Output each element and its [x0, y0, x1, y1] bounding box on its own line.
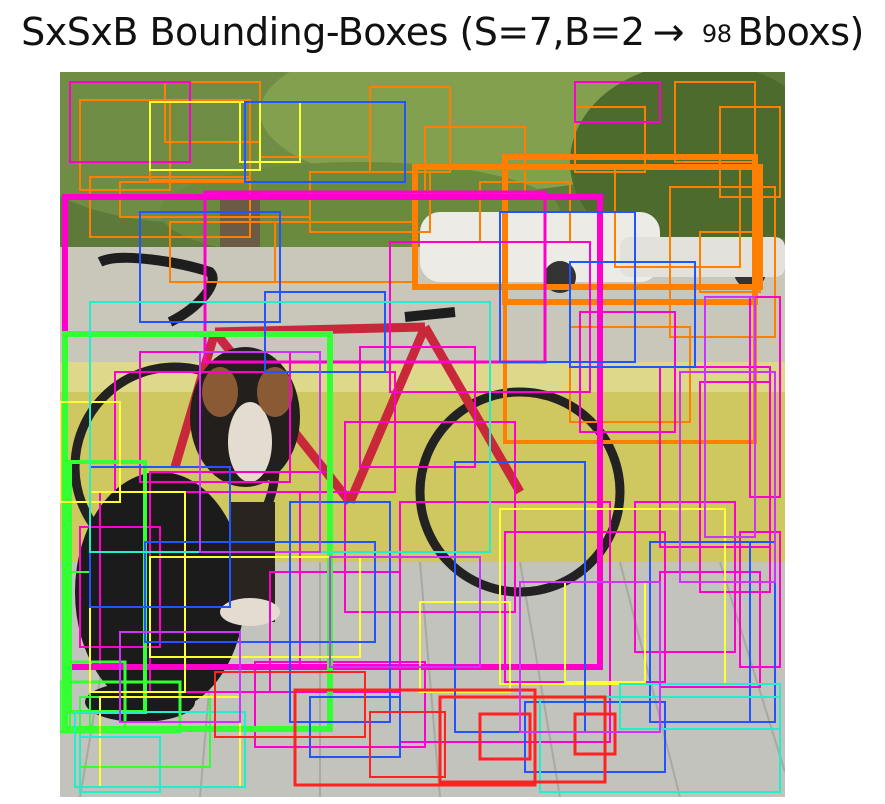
title-prefix: SxSxB Bounding-Boxes (S=7,B=2 [21, 10, 645, 54]
title-suffix: Bboxs) [737, 10, 864, 54]
bbox-count: 98 [701, 20, 732, 48]
bounding-boxes [60, 81, 781, 793]
arrow-icon: → [652, 10, 685, 54]
photo-svg [60, 72, 785, 797]
detection-image [60, 72, 785, 797]
page-title: SxSxB Bounding-Boxes (S=7,B=2 → 98 Bboxs) [0, 10, 885, 54]
